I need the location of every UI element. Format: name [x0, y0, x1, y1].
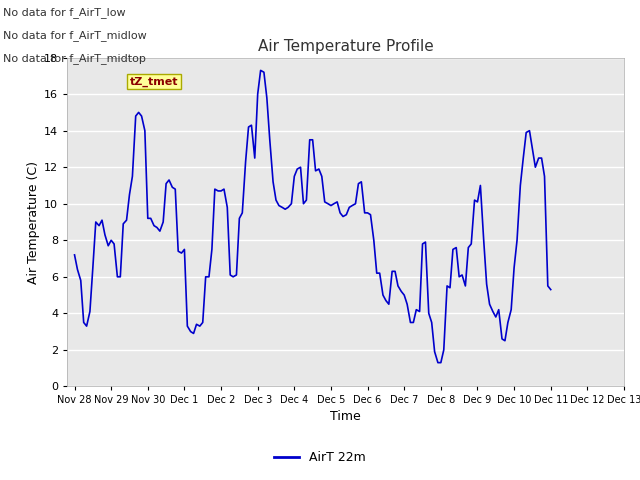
- Text: No data for f_AirT_midlow: No data for f_AirT_midlow: [3, 30, 147, 41]
- Text: No data for f_AirT_low: No data for f_AirT_low: [3, 7, 126, 18]
- Legend: AirT 22m: AirT 22m: [269, 446, 371, 469]
- Text: tZ_tmet: tZ_tmet: [130, 76, 179, 86]
- Title: Air Temperature Profile: Air Temperature Profile: [258, 39, 433, 54]
- Text: No data for f_AirT_midtop: No data for f_AirT_midtop: [3, 53, 146, 64]
- X-axis label: Time: Time: [330, 409, 361, 422]
- Y-axis label: Air Temperature (C): Air Temperature (C): [27, 160, 40, 284]
